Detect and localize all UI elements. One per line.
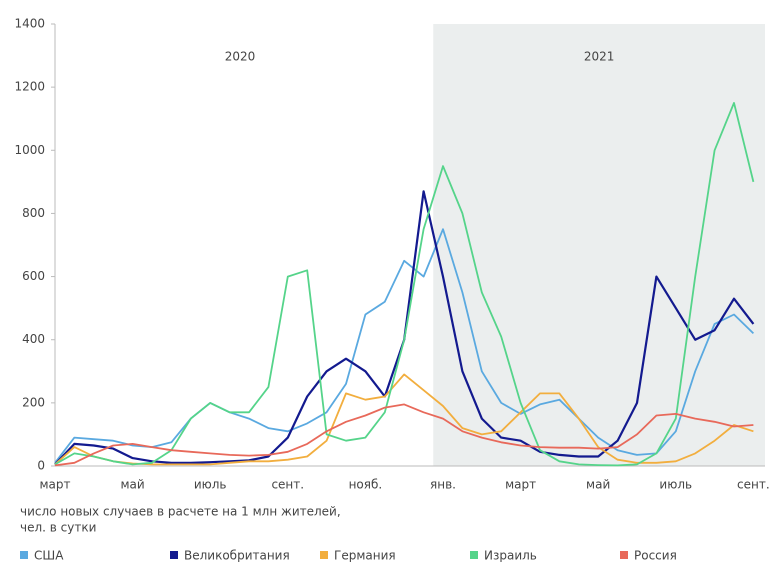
y-tick-label: 600 (22, 269, 45, 283)
x-tick-label: июль (194, 478, 227, 492)
legend-label: Германия (334, 549, 396, 563)
series-line (54, 403, 754, 467)
legend-swatch (620, 551, 628, 559)
y-tick-label: 1400 (14, 17, 45, 31)
legend-label: Великобритания (184, 549, 290, 563)
x-tick-label: май (586, 478, 610, 492)
x-tick-label: сент. (271, 478, 304, 492)
x-tick-label: нояб. (349, 478, 383, 492)
year-label: 2020 (225, 50, 256, 64)
year-label: 2021 (584, 50, 615, 64)
legend-swatch (170, 551, 178, 559)
x-tick-label: сент. (737, 478, 770, 492)
y-tick-label: 1200 (14, 80, 45, 94)
legend-label: Россия (634, 549, 677, 563)
legend-swatch (470, 551, 478, 559)
x-tick-label: май (120, 478, 144, 492)
y-tick-label: 800 (22, 206, 45, 220)
x-tick-label: март (505, 478, 536, 492)
series-line (54, 373, 754, 466)
x-tick-label: янв. (430, 478, 456, 492)
y-tick-label: 200 (22, 395, 45, 409)
series-line (54, 228, 755, 464)
legend-label: Израиль (484, 549, 537, 563)
axis-note: чел. в сутки (20, 521, 96, 535)
legend-swatch (20, 551, 28, 559)
x-tick-label: июль (659, 478, 692, 492)
y-tick-label: 0 (37, 459, 45, 473)
legend-label: США (34, 549, 64, 563)
y-tick-label: 1000 (14, 143, 45, 157)
x-tick-label: март (39, 478, 70, 492)
axis-note: число новых случаев в расчете на 1 млн ж… (20, 505, 341, 519)
legend-swatch (320, 551, 328, 559)
y-tick-label: 400 (22, 332, 45, 346)
year-shade (433, 24, 765, 466)
